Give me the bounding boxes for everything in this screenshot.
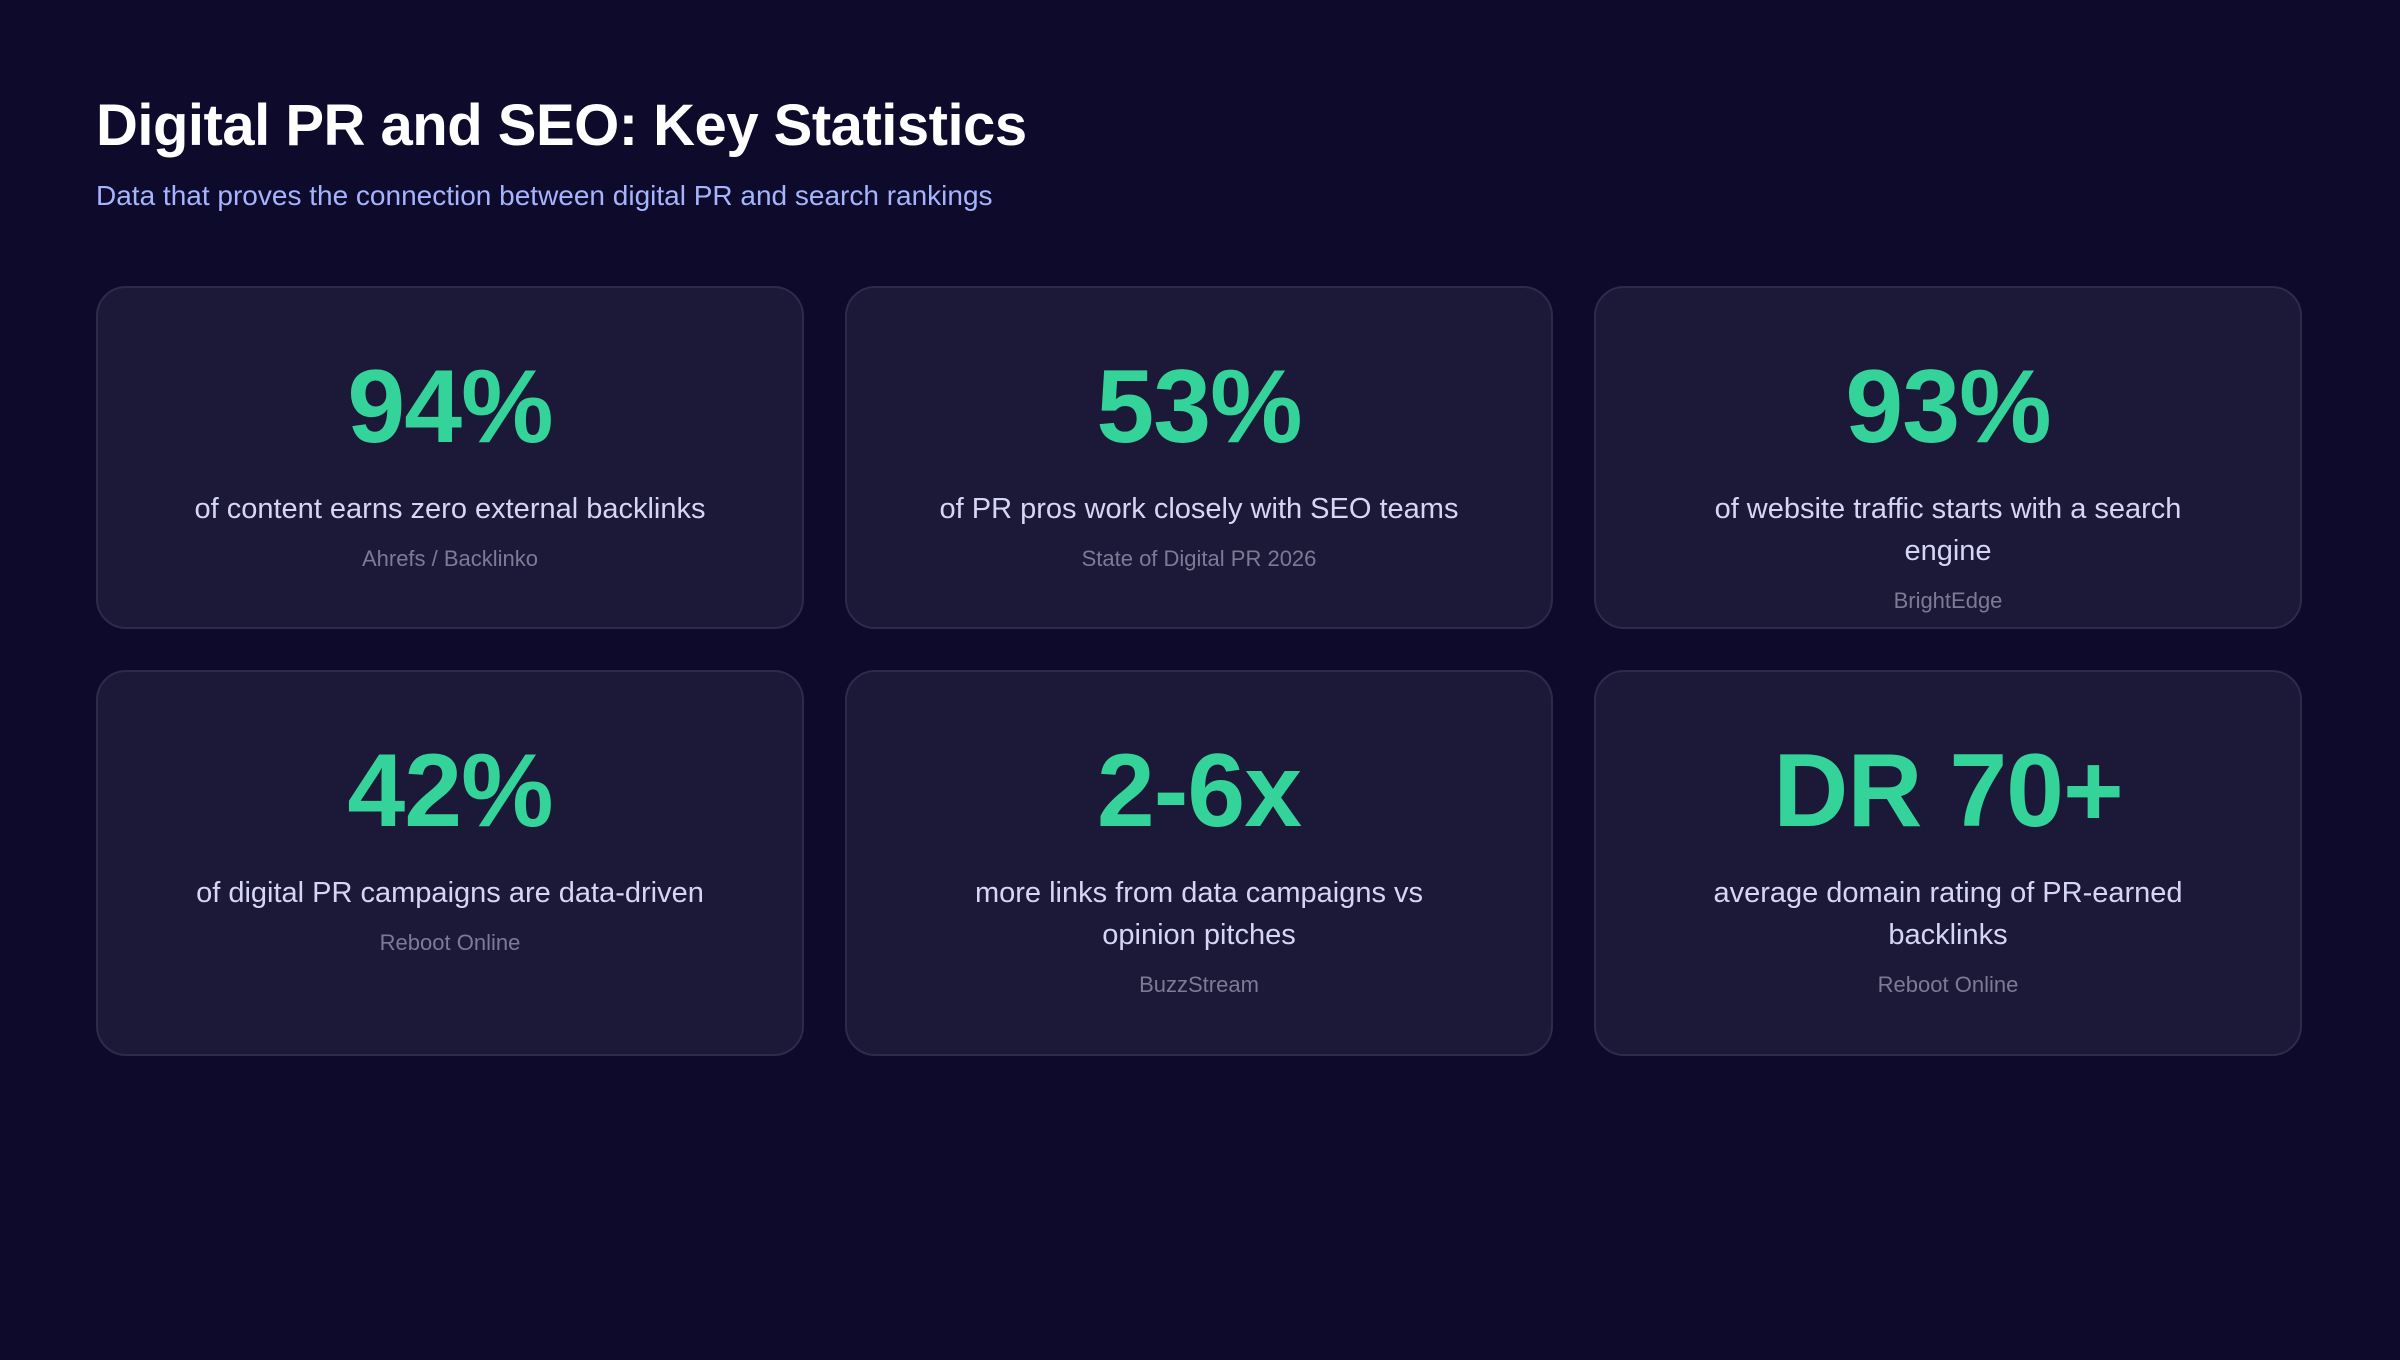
stat-description: of content earns zero external backlinks <box>194 493 706 525</box>
stat-description: of digital PR campaigns are data-driven <box>196 877 704 909</box>
stat-description: of PR pros work closely with SEO teams <box>939 493 1459 525</box>
stat-card: DR 70+ average domain rating of PR-earne… <box>1594 670 2302 1056</box>
stat-card: 93% of website traffic starts with a sea… <box>1594 286 2302 629</box>
stat-source: State of Digital PR 2026 <box>1081 546 1317 571</box>
stat-value: 94% <box>347 349 553 465</box>
stat-description: more links from data campaigns vs opinio… <box>974 877 1424 951</box>
stat-source: Reboot Online <box>379 930 521 955</box>
page-title: Digital PR and SEO: Key Statistics <box>96 93 1027 158</box>
stat-card: 2-6x more links from data campaigns vs o… <box>845 670 1553 1056</box>
stat-card: 94% of content earns zero external backl… <box>96 286 804 629</box>
stats-grid: 94% of content earns zero external backl… <box>96 286 2302 1056</box>
stat-value: 53% <box>1096 349 1302 465</box>
stat-source: BrightEdge <box>1893 588 2003 613</box>
stat-value: 93% <box>1845 349 2051 465</box>
stat-card: 42% of digital PR campaigns are data-dri… <box>96 670 804 1056</box>
stat-value: DR 70+ <box>1773 733 2124 849</box>
stat-value: 2-6x <box>1096 733 1302 849</box>
stat-description: of website traffic starts with a search … <box>1714 493 2182 567</box>
stat-source: Ahrefs / Backlinko <box>361 546 539 571</box>
stat-value: 42% <box>347 733 553 849</box>
stat-source: Reboot Online <box>1877 972 2019 997</box>
stat-source: BuzzStream <box>1139 972 1259 997</box>
stat-card: 53% of PR pros work closely with SEO tea… <box>845 286 1553 629</box>
page-subtitle: Data that proves the connection between … <box>96 180 993 211</box>
stat-description: average domain rating of PR-earned backl… <box>1713 877 2183 951</box>
